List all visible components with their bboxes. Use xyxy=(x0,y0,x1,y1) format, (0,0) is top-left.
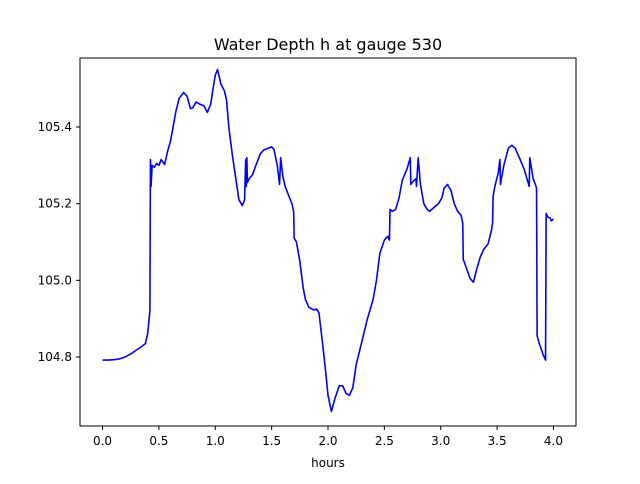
x-tick-label: 0.0 xyxy=(93,434,112,448)
x-axis-label: hours xyxy=(311,456,345,470)
x-tick-label: 3.5 xyxy=(488,434,507,448)
y-tick-label: 104.8 xyxy=(38,350,72,364)
x-tick-label: 2.0 xyxy=(318,434,337,448)
series-line-0 xyxy=(102,68,554,413)
x-tick-label: 2.5 xyxy=(375,434,394,448)
plot-area xyxy=(102,68,554,413)
chart-title: Water Depth h at gauge 530 xyxy=(214,35,442,54)
y-tick-label: 105.4 xyxy=(38,120,72,134)
x-tick-label: 0.5 xyxy=(149,434,168,448)
x-tick-label: 3.0 xyxy=(431,434,450,448)
y-tick-label: 105.2 xyxy=(38,197,72,211)
x-tick-label: 4.0 xyxy=(544,434,563,448)
axes: 0.0 0.5 1.0 1.5 2.0 2.5 3.0 3.5 4.0 104.8 105.0 105… xyxy=(38,120,563,448)
plot-frame xyxy=(79,57,577,427)
y-tick-label: 105.0 xyxy=(38,273,72,287)
x-tick-label: 1.5 xyxy=(262,434,281,448)
x-tick-label: 1.0 xyxy=(206,434,225,448)
